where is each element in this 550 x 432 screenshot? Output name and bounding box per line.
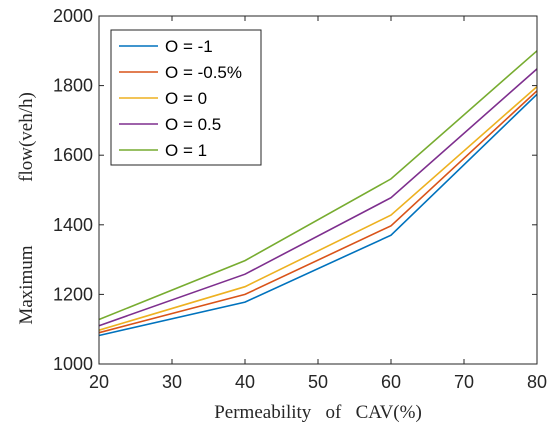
series-line-5 <box>98 50 538 321</box>
x-tick-label: 40 <box>235 372 255 392</box>
series-line-3 <box>98 85 538 331</box>
x-tick-label: 60 <box>381 372 401 392</box>
y-tick-label: 1200 <box>53 284 93 304</box>
series-line-1 <box>98 93 538 337</box>
legend-label: O = -0.5% <box>165 63 242 82</box>
x-tick-label: 30 <box>162 372 182 392</box>
y-tick-label: 2000 <box>53 6 93 26</box>
x-tick-label: 50 <box>308 372 328 392</box>
legend-label: O = -1 <box>165 37 213 56</box>
y-tick-label: 1800 <box>53 76 93 96</box>
legend-label: O = 1 <box>165 141 207 160</box>
ticks-layer: 20 30 40 50 60 70 80 1000 1200 1400 1600 1800 2000 <box>53 6 547 392</box>
y-axis-label-part-1: Maximum <box>16 245 37 324</box>
series-line-4 <box>98 68 538 327</box>
legend: O = -1 O = -0.5% O = 0 O = 0.5 O = 1 <box>110 29 262 166</box>
x-tick-label: 70 <box>454 372 474 392</box>
y-tick-label: 1400 <box>53 215 93 235</box>
y-tick-label: 1600 <box>53 145 93 165</box>
series-layer <box>98 50 538 337</box>
x-axis-label: Permeability of CAV(%) <box>214 402 422 423</box>
legend-label: O = 0.5 <box>165 115 221 134</box>
series-line-2 <box>98 90 538 334</box>
legend-label: O = 0 <box>165 89 207 108</box>
x-tick-label: 80 <box>527 372 547 392</box>
y-axis-label-part-2: flow(veh/h) <box>16 92 37 182</box>
x-tick-label: 20 <box>89 372 109 392</box>
y-tick-label: 1000 <box>53 354 93 374</box>
